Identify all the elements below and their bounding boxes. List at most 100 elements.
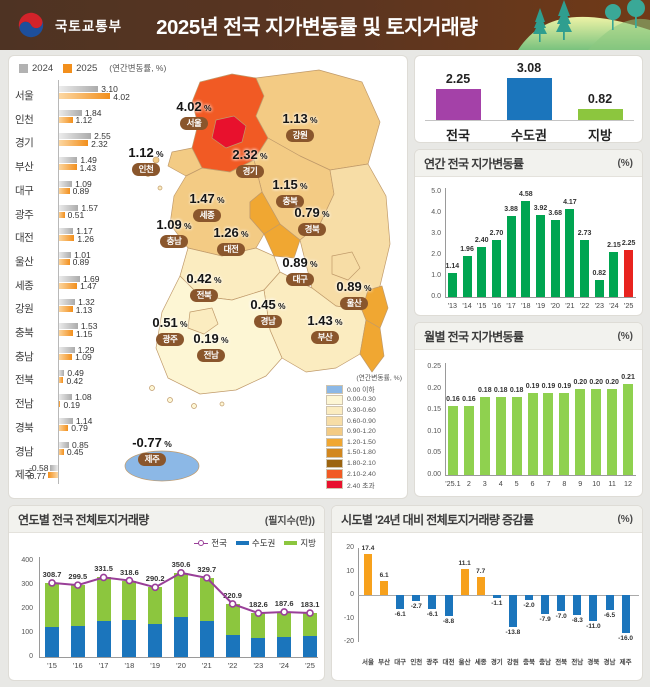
total-label: 329.7 bbox=[197, 564, 217, 574]
province-대전 bbox=[263, 223, 301, 259]
vbar-value: 0.18 bbox=[477, 387, 492, 395]
region-bar-value: 1.14 bbox=[75, 415, 93, 426]
change-value: -11.0 bbox=[586, 622, 601, 630]
map-legend-swatch bbox=[326, 448, 343, 458]
x-label: 충북 bbox=[523, 659, 535, 666]
summary-value: 2.25 bbox=[445, 72, 471, 87]
header-bar: 국토교통부 2025년 전국 지가변동률 및 토지거래량 bbox=[0, 0, 650, 50]
x-label: 경기 bbox=[490, 659, 503, 666]
vbar bbox=[623, 384, 634, 475]
x-label: '25 bbox=[623, 301, 634, 310]
vbar bbox=[565, 209, 575, 297]
region-name: 세종 bbox=[15, 279, 34, 292]
x-label: 대전 bbox=[442, 659, 455, 666]
annual-chart-plot: 5.0 4.0 3.0 2.0 1.0 0.0 1.14 '13 1.96 '14 2.40 '15 2… bbox=[415, 176, 642, 315]
region-bar-value: 1.17 bbox=[76, 226, 93, 237]
map-color-legend: (연간변동률, %) 0.00 이하 0.00-0.30 0.30-0.60 0.60… bbox=[326, 372, 402, 490]
y-axis bbox=[445, 363, 446, 475]
region-bar-value: 0.42 bbox=[66, 375, 83, 386]
change-bar-경북 bbox=[589, 595, 598, 621]
region-bar-2025 bbox=[58, 211, 65, 218]
x-label: 강원 bbox=[506, 659, 519, 666]
bar-sudogwon bbox=[277, 637, 292, 657]
legend-item-전국: 전국 bbox=[194, 537, 227, 549]
region-bar-value: 0.79 bbox=[71, 423, 88, 434]
x-axis bbox=[445, 297, 636, 298]
vbar bbox=[594, 279, 604, 297]
region-name: 제주 bbox=[15, 469, 34, 482]
region-bar-value: 4.02 bbox=[113, 91, 130, 102]
x-label: '19 bbox=[535, 301, 546, 310]
bar-sudogwon bbox=[96, 620, 111, 657]
monthly-chart-panel: 월별 전국 지가변동률 (%) 0.25 0.20 0.15 0.10 0.05 0.00… bbox=[414, 322, 643, 497]
region-bar-2024 bbox=[50, 465, 58, 472]
bar-sudogwon bbox=[122, 619, 137, 657]
region-bar-value: 0.89 bbox=[72, 257, 90, 268]
x-label: '22 bbox=[227, 661, 238, 670]
change-value: 11.1 bbox=[458, 559, 471, 567]
vbar bbox=[580, 239, 590, 297]
vbar-value: 2.70 bbox=[489, 230, 504, 238]
change-bar-인천 bbox=[412, 595, 421, 602]
total-label: 299.5 bbox=[68, 572, 88, 582]
bar-sudogwon bbox=[199, 620, 214, 657]
region-name: 경남 bbox=[15, 445, 34, 458]
change-bar-서울 bbox=[364, 554, 372, 595]
region-bar-2024 bbox=[58, 228, 74, 235]
map-legend-row: 2.10-2.40 bbox=[326, 469, 402, 480]
vbar-value: 2.25 bbox=[621, 239, 636, 247]
map-legend-swatch bbox=[326, 479, 343, 490]
change-bar-세종 bbox=[476, 576, 485, 595]
change-value: 6.1 bbox=[379, 571, 389, 579]
bar-jibang bbox=[96, 577, 111, 621]
vbar-value: 2.15 bbox=[607, 241, 621, 249]
region-row: 울산 1.01 0.89 bbox=[9, 248, 209, 272]
x-label: 충남 bbox=[539, 659, 552, 666]
x-label: '18 bbox=[521, 301, 531, 310]
bar-jibang bbox=[225, 603, 240, 635]
region-bar-value: 2.55 bbox=[94, 131, 111, 142]
region-bar-value: 1.09 bbox=[75, 352, 92, 363]
x-label: 경북 bbox=[587, 659, 600, 666]
region-bar-value: 2.32 bbox=[91, 138, 108, 149]
x-label: 울산 bbox=[458, 659, 471, 666]
map-legend-label: 0.90-1.20 bbox=[347, 428, 376, 436]
region-bar-value: 1.69 bbox=[82, 273, 100, 284]
y-tick: 0 bbox=[350, 591, 354, 598]
legend-2025-swatch bbox=[63, 63, 73, 73]
region-bar-2024 bbox=[58, 417, 73, 424]
vbar-value: 0.18 bbox=[509, 387, 524, 395]
change-bar-강원 bbox=[508, 595, 517, 628]
vbar-value: 1.96 bbox=[460, 245, 474, 253]
x-label: 경남 bbox=[603, 659, 616, 666]
map-legend-swatch bbox=[326, 416, 343, 426]
x-axis bbox=[39, 657, 318, 658]
summary-category: 지방 bbox=[588, 128, 612, 143]
x-label: '17 bbox=[98, 661, 109, 670]
province-제주 bbox=[124, 450, 200, 482]
total-label: 350.6 bbox=[171, 559, 191, 569]
legend-note: (연간변동률, %) bbox=[109, 63, 167, 73]
x-label: '17 bbox=[506, 301, 516, 310]
korea-map: 4.02 % 서울 1.13 % 강원 1.12 % 인천 2.32 % 경기 1.15 % 충북… bbox=[104, 68, 404, 498]
vbar bbox=[521, 200, 531, 297]
vbar bbox=[609, 251, 619, 297]
region-bar-value: 1.15 bbox=[75, 328, 93, 339]
bar-jibang bbox=[122, 580, 137, 620]
bar-sudogwon bbox=[303, 636, 317, 657]
monthly-chart-plot: 0.25 0.20 0.15 0.10 0.05 0.00 0.16 '25.1 0.16 2 0.… bbox=[415, 349, 642, 496]
region-bar-2025 bbox=[58, 448, 64, 455]
change-value: -13.8 bbox=[505, 629, 521, 637]
map-legend-swatch bbox=[326, 405, 343, 416]
bar-jibang bbox=[251, 613, 266, 639]
vbar-value: 1.14 bbox=[445, 263, 460, 271]
region-row: 경북 1.14 0.79 bbox=[9, 414, 209, 438]
region-bar-2025 bbox=[58, 235, 75, 242]
x-axis bbox=[445, 475, 636, 476]
y-tick: 0.20 bbox=[427, 384, 441, 392]
region-bar-2024 bbox=[58, 251, 72, 258]
legend-item-수도권: 수도권 bbox=[235, 537, 275, 549]
region-name: 울산 bbox=[15, 255, 34, 268]
region-row: 경기 2.55 2.32 bbox=[9, 129, 209, 153]
region-name: 광주 bbox=[15, 208, 34, 221]
